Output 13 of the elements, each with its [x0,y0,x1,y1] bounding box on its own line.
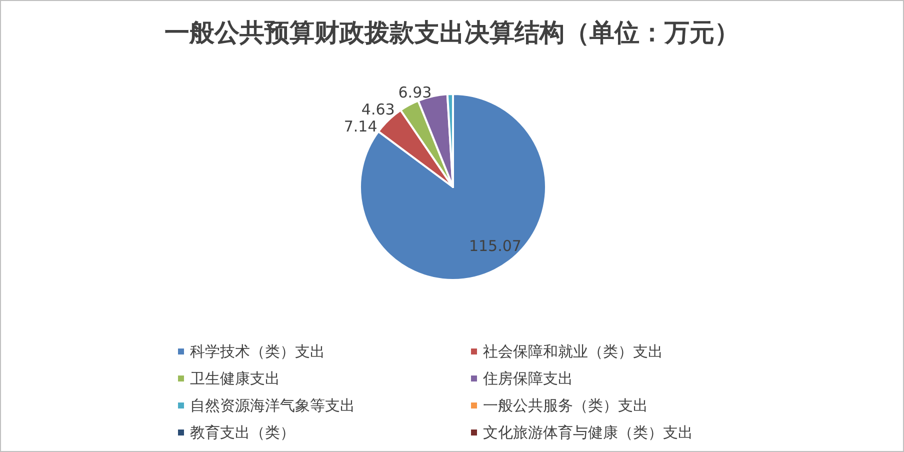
legend-label: 教育支出（类） [190,424,295,442]
legend-label: 科学技术（类）支出 [190,342,325,360]
chart-title: 一般公共预算财政拨款支出决算结构（单位：万元） [164,18,740,47]
data-label: 6.93 [398,83,432,102]
legend-label: 社会保障和就业（类）支出 [483,342,663,360]
legend-label: 卫生健康支出 [190,370,280,388]
legend-label: 文化旅游体育与健康（类）支出 [483,424,693,442]
legend-label: 住房保障支出 [482,370,573,388]
data-label: 7.14 [344,117,378,136]
data-label: 4.63 [361,100,395,118]
legend-label: 一般公共服务（类）支出 [483,396,648,414]
data-label: 115.07 [468,237,522,256]
legend-label: 自然资源海洋气象等支出 [190,396,355,414]
